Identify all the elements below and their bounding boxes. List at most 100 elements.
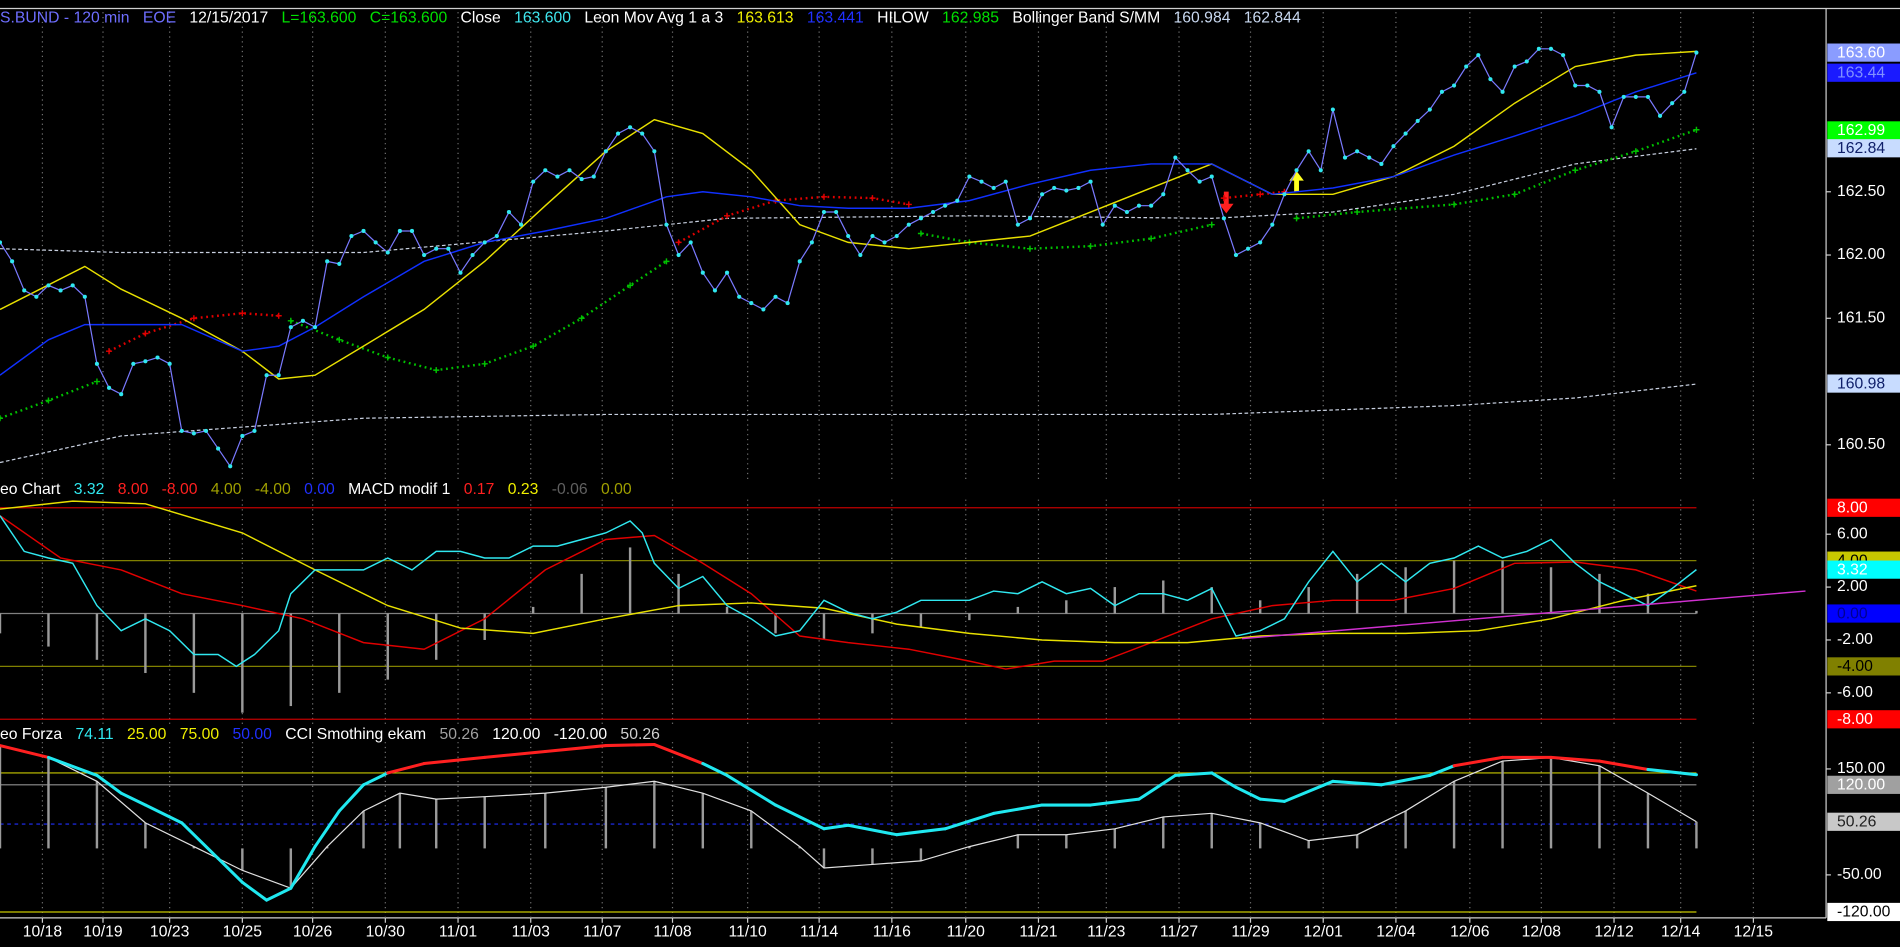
close-point <box>1124 209 1129 215</box>
close-point <box>1621 94 1626 99</box>
header-text: Close <box>461 9 501 26</box>
close-point <box>531 179 536 184</box>
hilow-cross <box>627 282 634 289</box>
close-point <box>143 359 148 364</box>
close-point <box>1173 155 1178 160</box>
histogram-bar <box>871 613 874 634</box>
histogram-bar <box>241 848 244 871</box>
histogram-bar <box>1695 821 1698 849</box>
hilow-cross <box>1208 221 1215 228</box>
close-point <box>1209 174 1214 179</box>
forza-segment <box>543 744 608 753</box>
hilow-cross <box>287 317 294 324</box>
close-point <box>409 228 415 234</box>
close-point <box>1427 107 1432 112</box>
close-point <box>155 355 160 360</box>
histogram-bar <box>1016 606 1020 614</box>
level-label: -120.00 <box>1837 904 1891 921</box>
forza-segment <box>483 749 547 759</box>
close-point <box>906 222 911 227</box>
histogram-bar <box>1162 580 1165 614</box>
value-box <box>1827 374 1900 393</box>
histogram-bar <box>1065 834 1068 849</box>
header-text: -8.00 <box>162 481 198 498</box>
histogram-bar <box>144 613 147 674</box>
close-point <box>1561 53 1566 58</box>
histogram-bar <box>1210 587 1213 614</box>
close-point <box>458 270 463 275</box>
close-point <box>943 203 948 208</box>
hilow-cross <box>820 193 828 200</box>
close-point <box>688 240 693 245</box>
close-point <box>930 209 936 215</box>
close-point <box>1040 192 1045 197</box>
header-text: L=163.600 <box>282 9 357 26</box>
x-tick-label: 11/29 <box>1231 924 1269 941</box>
x-tick-label: 10/19 <box>83 924 123 941</box>
close-point <box>337 261 342 266</box>
histogram-bar <box>1113 587 1117 614</box>
histogram-bar <box>144 822 147 849</box>
close-point <box>1452 83 1457 88</box>
histogram-bar <box>653 781 656 849</box>
histogram-bar <box>919 613 923 627</box>
hilow-cross <box>917 230 924 237</box>
close-point <box>325 259 330 264</box>
close-point <box>846 233 851 239</box>
x-tick-label: 12/15 <box>1734 924 1774 941</box>
hilow-cross <box>106 348 113 355</box>
value-box <box>1827 139 1900 158</box>
close-point <box>300 318 305 323</box>
level-label: -4.00 <box>1837 658 1873 675</box>
header-text: 4.00 <box>211 481 242 498</box>
close-point <box>1403 131 1408 136</box>
close-point <box>1015 222 1020 227</box>
header-text: -120.00 <box>554 726 608 743</box>
close-point <box>1355 149 1360 154</box>
hilow-cross <box>45 397 52 404</box>
close-point <box>1548 46 1554 51</box>
close-point <box>628 125 633 130</box>
close-point <box>821 209 827 215</box>
close-point <box>361 228 366 234</box>
close-point <box>640 131 645 136</box>
x-tick-label: 11/07 <box>583 924 621 941</box>
close-point <box>167 361 172 366</box>
y-tick-label: -6.00 <box>1837 684 1873 701</box>
forza-segment <box>1210 771 1238 789</box>
header-text: 163.441 <box>807 9 864 26</box>
close-point <box>1221 216 1226 221</box>
histogram-bar <box>1549 567 1553 614</box>
histogram-bar <box>1598 765 1601 849</box>
histogram-bar <box>774 613 777 634</box>
x-tick-label: 11/03 <box>512 924 550 941</box>
y-tick-label: 162.00 <box>1837 246 1885 263</box>
histogram-bar <box>47 757 50 849</box>
close-point <box>22 288 27 293</box>
close-point <box>470 252 475 258</box>
close-point <box>518 222 524 227</box>
x-tick-label: 11/08 <box>653 924 691 941</box>
histogram-bar <box>0 745 2 849</box>
histogram-bar <box>1452 781 1456 849</box>
level-label: 120.00 <box>1837 777 1885 794</box>
close-point <box>385 250 390 255</box>
histogram-bar <box>192 613 196 693</box>
histogram-bar <box>604 787 608 849</box>
x-tick-label: 11/20 <box>947 924 985 941</box>
histogram-bar <box>435 799 438 849</box>
hilow-cross <box>1451 201 1458 208</box>
close-point <box>724 270 730 275</box>
close-point <box>1112 203 1117 208</box>
header-text: 50.00 <box>233 726 273 743</box>
forza-segment <box>1089 797 1141 807</box>
forza-segment <box>1646 767 1698 777</box>
close-point <box>106 385 112 390</box>
forza-segment <box>1137 773 1177 801</box>
header-text: 120.00 <box>492 726 540 743</box>
close-point <box>1294 168 1299 173</box>
close-point <box>918 216 923 221</box>
level-box <box>1827 604 1900 623</box>
close-point <box>858 252 863 258</box>
hilow-cross <box>1511 191 1518 198</box>
